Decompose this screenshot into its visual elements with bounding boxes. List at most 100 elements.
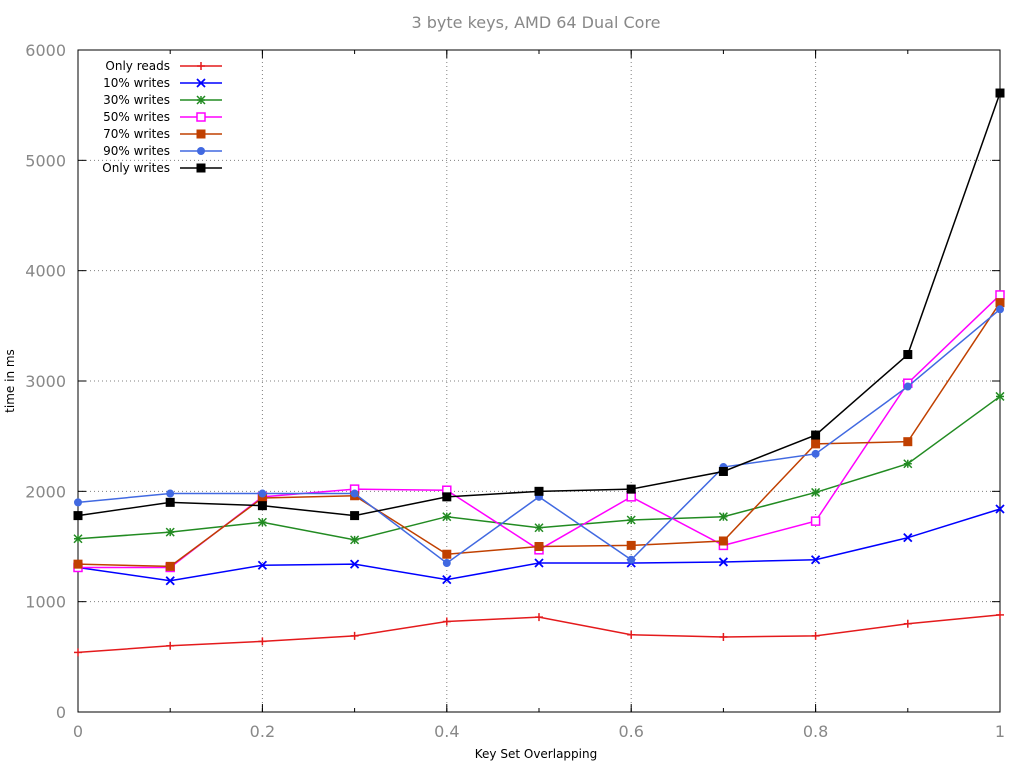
data-point <box>165 576 175 586</box>
data-point <box>257 501 267 511</box>
data-point <box>995 88 1005 98</box>
axis-ticks: 0 1000 2000 3000 4000 5000 6000 0 0.2 0.4 0.6 0.8 1 <box>25 41 1005 741</box>
legend-marker <box>196 95 206 105</box>
x-tick-label: 1 <box>995 722 1005 741</box>
data-point <box>74 648 82 657</box>
x-tick-label: 0.6 <box>618 722 643 741</box>
data-point <box>626 515 636 525</box>
legend-label: Only writes <box>102 161 170 175</box>
data-point <box>350 489 359 498</box>
y-tick-label: 5000 <box>25 151 66 170</box>
data-point <box>996 305 1004 314</box>
legend-label: Only reads <box>105 59 170 73</box>
data-point <box>350 535 360 545</box>
data-point <box>73 511 83 521</box>
legend-label: 50% writes <box>103 110 170 124</box>
data-point <box>534 558 544 568</box>
data-point <box>165 497 175 507</box>
data-point <box>718 512 728 522</box>
data-point <box>349 559 360 569</box>
data-point <box>350 511 360 521</box>
x-tick-label: 0.2 <box>250 722 275 741</box>
y-tick-label: 0 <box>56 703 66 722</box>
data-point <box>627 630 636 639</box>
data-point <box>811 449 820 458</box>
data-point <box>903 619 912 628</box>
data-point <box>442 617 451 626</box>
data-point <box>442 574 452 585</box>
data-point <box>996 610 1004 619</box>
data-point <box>718 536 728 546</box>
data-point <box>442 549 452 559</box>
data-point <box>166 641 175 650</box>
legend-label: 30% writes <box>103 93 170 107</box>
legend-marker <box>196 78 206 88</box>
data-point <box>995 290 1005 300</box>
x-tick-label: 0 <box>73 722 83 741</box>
data-point <box>165 561 175 571</box>
series-6 <box>73 88 1005 521</box>
legend-marker <box>196 163 206 173</box>
data-point <box>73 534 83 544</box>
x-axis-label: Key Set Overlapping <box>475 747 597 761</box>
y-tick-label: 3000 <box>25 372 66 391</box>
data-point <box>718 466 728 476</box>
data-point <box>811 439 821 449</box>
y-tick-label: 4000 <box>25 262 66 281</box>
data-point <box>626 484 636 494</box>
data-point <box>718 557 729 567</box>
data-point <box>258 489 267 498</box>
data-point <box>626 492 636 502</box>
data-point <box>258 637 267 646</box>
series-0 <box>74 610 1004 657</box>
data-point <box>534 542 544 551</box>
data-point <box>995 504 1005 514</box>
data-point <box>442 559 451 568</box>
grid-lines <box>78 50 1000 712</box>
data-point <box>626 540 636 550</box>
series-2 <box>73 391 1005 545</box>
legend-label: 90% writes <box>103 144 170 158</box>
data-point <box>534 486 544 496</box>
data-series <box>73 88 1005 657</box>
data-point <box>350 631 359 640</box>
data-point <box>810 516 821 526</box>
legend-label: 10% writes <box>103 76 170 90</box>
data-point <box>903 382 912 391</box>
data-point <box>165 527 175 537</box>
x-tick-label: 0.8 <box>803 722 828 741</box>
data-point <box>811 631 820 640</box>
data-point <box>903 350 913 360</box>
chart-title: 3 byte keys, AMD 64 Dual Core <box>411 13 660 32</box>
data-point <box>811 430 821 440</box>
data-point <box>166 489 175 498</box>
data-point <box>73 559 83 569</box>
data-point <box>995 391 1005 401</box>
data-point <box>74 498 82 507</box>
series-5 <box>74 305 1004 568</box>
legend-marker <box>196 129 206 139</box>
y-axis-label: time in ms <box>3 349 17 413</box>
data-point <box>257 560 268 570</box>
data-point <box>257 517 267 527</box>
legend-marker <box>197 62 205 70</box>
series-line <box>77 395 1001 541</box>
y-tick-label: 6000 <box>25 41 66 60</box>
legend-marker <box>196 112 206 122</box>
data-point <box>810 555 821 565</box>
data-point <box>535 613 543 622</box>
y-tick-label: 1000 <box>25 593 66 612</box>
data-point <box>442 512 452 522</box>
data-point <box>811 487 821 497</box>
legend-marker <box>197 147 205 155</box>
legend: Only reads 10% writes 30% writes 50% writes… <box>102 59 222 175</box>
data-point <box>903 459 913 469</box>
data-point <box>442 492 452 502</box>
data-point <box>534 523 544 533</box>
legend-label: 70% writes <box>103 127 170 141</box>
y-tick-label: 2000 <box>25 482 66 501</box>
data-point <box>627 555 636 564</box>
data-point <box>903 533 913 543</box>
data-point <box>719 632 728 641</box>
